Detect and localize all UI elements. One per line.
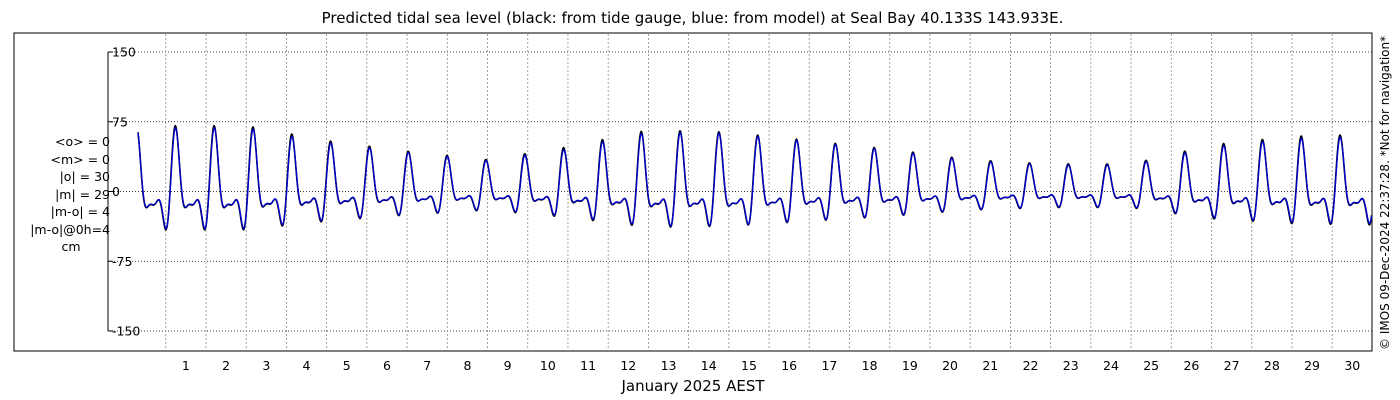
x-tick-label: 28 <box>1264 358 1280 373</box>
x-tick-label: 4 <box>303 358 311 373</box>
y-tick-label: 75 <box>112 114 128 129</box>
x-tick-label: 19 <box>902 358 918 373</box>
x-tick-label: 10 <box>540 358 556 373</box>
stat-mean-model: <m> = 0 <box>50 151 111 167</box>
x-tick-label: 9 <box>504 358 512 373</box>
x-tick-label: 27 <box>1224 358 1240 373</box>
x-tick-label: 6 <box>383 358 391 373</box>
chart-title: Predicted tidal sea level (black: from t… <box>321 9 1064 27</box>
x-tick-label: 30 <box>1344 358 1360 373</box>
x-tick-label: 14 <box>701 358 717 373</box>
y-tick-label: 150 <box>112 45 136 60</box>
stat-abs-model: |m| = 29 <box>55 186 110 202</box>
stat-unit: cm <box>61 239 81 254</box>
x-tick-label: 15 <box>741 358 757 373</box>
x-tick-label: 1 <box>182 358 190 373</box>
plot-frame <box>13 32 1373 352</box>
stat-error-at-0h: |m-o|@0h=4 <box>30 221 110 237</box>
statistics-panel: <o> = 0 <m> = 0 |o| = 30 |m| = 29 |m-o| … <box>20 133 110 256</box>
x-tick-label: 21 <box>982 358 998 373</box>
stat-abs-error: |m-o| = 4 <box>50 204 110 219</box>
y-tick-label: -75 <box>112 254 132 269</box>
x-tick-label: 7 <box>423 358 431 373</box>
x-tick-label: 24 <box>1103 358 1119 373</box>
x-tick-label: 16 <box>781 358 797 373</box>
x-tick-label: 26 <box>1183 358 1199 373</box>
x-tick-label: 18 <box>862 358 878 373</box>
stat-abs-observed: |o| = 30 <box>59 169 110 184</box>
x-tick-label: 20 <box>942 358 958 373</box>
x-tick-label: 23 <box>1063 358 1079 373</box>
x-tick-label: 5 <box>343 358 351 373</box>
x-axis-label: January 2025 AEST <box>621 377 766 395</box>
x-tick-label: 12 <box>620 358 636 373</box>
y-tick-label: 0 <box>112 184 120 199</box>
x-tick-label: 25 <box>1143 358 1159 373</box>
x-tick-label: 13 <box>661 358 677 373</box>
x-tick-label: 17 <box>821 358 837 373</box>
x-tick-label: 29 <box>1304 358 1320 373</box>
x-tick-label: 8 <box>463 358 471 373</box>
y-tick-label: -150 <box>112 324 140 339</box>
stat-mean-observed: <o> = 0 <box>55 134 110 149</box>
x-tick-label: 2 <box>222 358 230 373</box>
credit-text: © IMOS 09-Dec-2024 22:37:28. *Not for na… <box>1378 35 1392 350</box>
series-line-model <box>137 126 1373 230</box>
x-tick-label: 3 <box>262 358 270 373</box>
x-tick-label: 22 <box>1023 358 1039 373</box>
x-tick-label: 11 <box>580 358 596 373</box>
